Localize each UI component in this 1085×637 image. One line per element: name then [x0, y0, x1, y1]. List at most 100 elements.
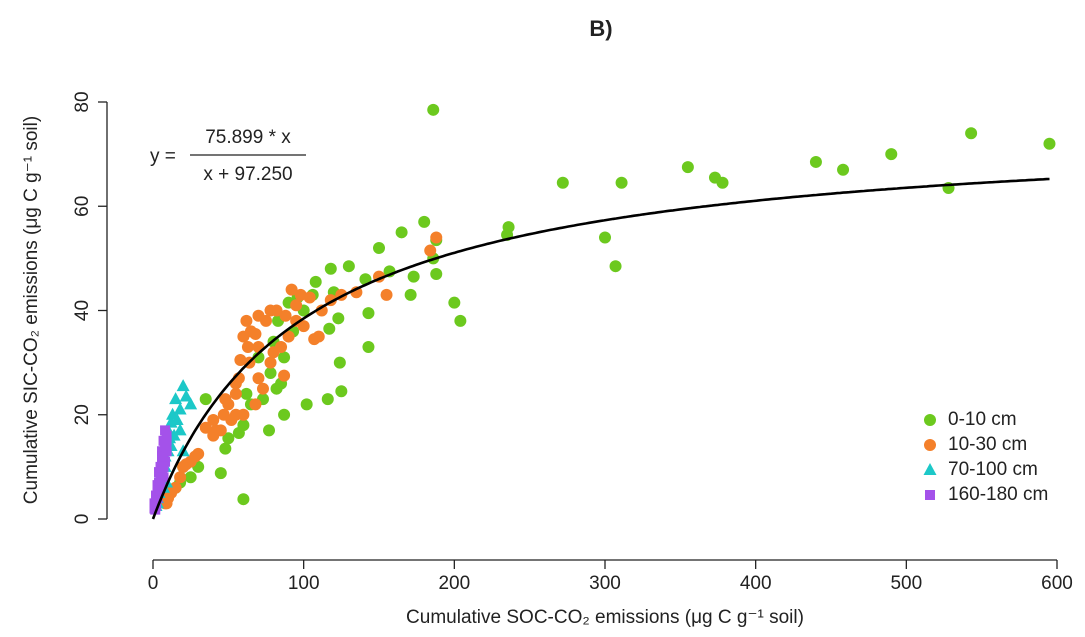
point	[173, 402, 187, 415]
point	[234, 354, 247, 367]
x-tick-label: 200	[438, 573, 470, 594]
point	[154, 485, 165, 496]
point	[395, 226, 408, 239]
point	[324, 262, 337, 275]
point	[174, 471, 187, 484]
point	[332, 312, 345, 325]
point	[219, 442, 232, 455]
point	[222, 432, 235, 445]
fit-curve	[151, 177, 1050, 520]
x-tick-label: 300	[589, 573, 621, 594]
point	[184, 471, 197, 484]
point	[177, 460, 190, 473]
point	[556, 176, 569, 189]
point	[362, 307, 375, 320]
point	[263, 424, 276, 437]
point	[158, 461, 169, 472]
point	[264, 304, 277, 317]
point	[290, 299, 303, 312]
point	[335, 385, 348, 398]
point	[315, 304, 328, 317]
point	[300, 398, 313, 411]
point	[219, 393, 232, 406]
y-tick-label: 60	[72, 196, 93, 217]
point	[424, 244, 437, 257]
point	[448, 296, 461, 309]
x-tick-label: 500	[890, 573, 922, 594]
point	[716, 176, 729, 189]
point	[965, 127, 978, 140]
point	[297, 320, 310, 333]
x-tick-label: 0	[148, 573, 159, 594]
point	[1043, 137, 1056, 150]
point	[430, 231, 443, 244]
point	[837, 163, 850, 176]
legend-label: 0-10 cm	[948, 409, 1017, 430]
y-axis-label: Cumulative SIC-CO₂ emissions (μg C g⁻¹ s…	[21, 116, 42, 504]
point	[160, 441, 171, 452]
x-tick-label: 400	[740, 573, 772, 594]
point	[323, 322, 336, 335]
legend-swatch	[925, 490, 935, 500]
point	[282, 330, 295, 343]
point	[214, 467, 227, 480]
point	[184, 397, 198, 410]
point	[241, 340, 254, 353]
point	[160, 425, 171, 436]
y-tick-label: 0	[72, 514, 93, 525]
point	[199, 393, 212, 406]
point	[252, 372, 265, 385]
point	[154, 467, 165, 478]
point	[404, 288, 417, 301]
point	[380, 288, 393, 301]
point	[240, 387, 253, 400]
point	[249, 398, 262, 411]
point	[169, 392, 183, 405]
point	[885, 148, 898, 161]
point	[681, 161, 694, 174]
legend-swatch	[924, 414, 936, 426]
point	[454, 314, 467, 327]
point	[264, 356, 277, 369]
point	[176, 379, 190, 392]
point	[256, 382, 269, 395]
point	[418, 215, 431, 228]
point	[342, 260, 355, 273]
equation-lhs: y =	[150, 146, 176, 167]
point	[373, 241, 385, 254]
legend-label: 160-180 cm	[948, 484, 1048, 505]
point	[599, 231, 611, 244]
point	[160, 456, 171, 467]
point	[161, 430, 172, 441]
legend-swatch	[923, 463, 937, 475]
legend-label: 10-30 cm	[948, 434, 1027, 455]
y-tick-label: 40	[72, 300, 93, 321]
point	[312, 330, 325, 343]
point	[157, 451, 168, 462]
y-tick-label: 80	[72, 91, 93, 112]
point	[303, 291, 316, 304]
y-tick-label: 20	[72, 404, 93, 425]
point	[427, 103, 440, 116]
point	[173, 423, 187, 436]
point	[158, 472, 169, 483]
equation-denominator: x + 97.250	[203, 164, 292, 185]
point	[267, 346, 280, 359]
chart-title: B)	[589, 16, 612, 41]
point	[279, 309, 292, 322]
point	[502, 221, 515, 234]
point	[207, 413, 220, 426]
point	[161, 446, 172, 457]
equation-numerator: 75.899 * x	[205, 127, 291, 148]
legend-label: 70-100 cm	[948, 459, 1038, 480]
point	[309, 275, 322, 288]
point	[199, 421, 212, 434]
point	[252, 309, 265, 322]
point	[278, 408, 291, 421]
point	[229, 387, 242, 400]
point	[615, 176, 628, 189]
point	[270, 382, 283, 395]
point	[264, 367, 277, 380]
point	[609, 260, 622, 273]
